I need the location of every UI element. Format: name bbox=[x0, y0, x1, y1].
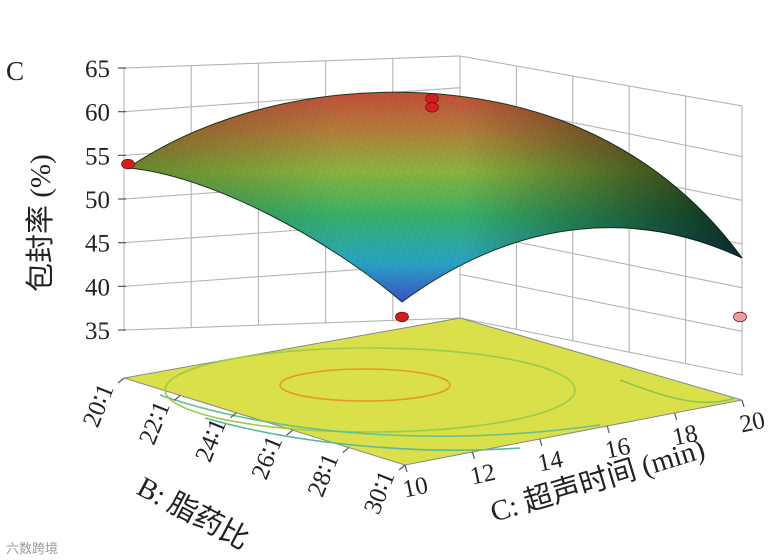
design-points bbox=[121, 93, 747, 323]
design-point bbox=[733, 311, 747, 323]
contour-line bbox=[164, 347, 576, 433]
z-axis-ticks: 35 40 45 50 55 60 65 bbox=[85, 56, 126, 345]
panel-label: C bbox=[6, 56, 24, 86]
right-wall-frame bbox=[459, 55, 743, 376]
floor-contours bbox=[159, 347, 736, 451]
z-tick-label: 40 bbox=[85, 274, 110, 301]
time-tick-mark bbox=[404, 464, 408, 473]
ratio-tick-mark bbox=[342, 447, 350, 454]
ratio-tick-label: 24∶1 bbox=[190, 415, 232, 466]
time-axis-ticks: 10 12 14 16 18 20 bbox=[400, 399, 767, 504]
contour-line bbox=[204, 417, 521, 451]
z-tick-label: 35 bbox=[85, 318, 110, 345]
design-point bbox=[121, 158, 135, 170]
z-tick-label: 65 bbox=[85, 56, 110, 83]
time-tick-label: 18 bbox=[670, 420, 700, 452]
z-axis-title: 包封率 (%) bbox=[24, 154, 57, 292]
ratio-tick-mark bbox=[173, 394, 181, 401]
contour-line bbox=[159, 394, 601, 437]
time-tick-label: 12 bbox=[468, 459, 498, 491]
contour-line bbox=[619, 379, 736, 404]
watermark: 六数跨境 bbox=[6, 542, 58, 557]
ratio-tick-mark bbox=[230, 412, 237, 419]
z-tick-label: 45 bbox=[85, 231, 110, 258]
design-point bbox=[425, 102, 439, 113]
time-tick-mark bbox=[741, 399, 745, 408]
time-tick-mark bbox=[674, 412, 678, 421]
ratio-tick-label: 22∶1 bbox=[134, 398, 176, 449]
ratio-tick-label: 20∶1 bbox=[78, 380, 120, 431]
time-tick-mark bbox=[606, 425, 610, 434]
time-tick-label: 20 bbox=[737, 407, 767, 439]
z-tick-label: 50 bbox=[85, 187, 110, 214]
time-tick-label: 10 bbox=[400, 472, 430, 504]
time-tick-label: 14 bbox=[535, 446, 566, 478]
contour-line bbox=[279, 368, 451, 402]
ratio-tick-mark bbox=[398, 464, 406, 471]
ratio-axis-ticks: 20∶1 22∶1 24∶1 26∶1 28∶1 30∶1 bbox=[78, 377, 406, 518]
time-tick-mark bbox=[539, 438, 543, 447]
ratio-tick-label: 30∶1 bbox=[359, 467, 401, 518]
time-axis-title: C: 超声时间 (min) bbox=[486, 432, 708, 529]
wall-grid-line bbox=[459, 273, 743, 332]
ratio-tick-label: 26∶1 bbox=[247, 432, 289, 483]
design-point bbox=[425, 93, 439, 104]
z-tick-label: 60 bbox=[85, 100, 110, 127]
ratio-axis-title: B: 脂药比 bbox=[132, 470, 255, 556]
ratio-tick-label: 28∶1 bbox=[303, 450, 345, 501]
time-tick-label: 16 bbox=[603, 433, 633, 465]
design-point bbox=[395, 311, 409, 323]
time-tick-mark bbox=[471, 451, 475, 460]
ratio-tick-mark bbox=[117, 377, 125, 384]
wall-grid-line bbox=[123, 87, 461, 113]
z-tick-label: 55 bbox=[85, 143, 110, 170]
ratio-tick-mark bbox=[286, 429, 293, 436]
